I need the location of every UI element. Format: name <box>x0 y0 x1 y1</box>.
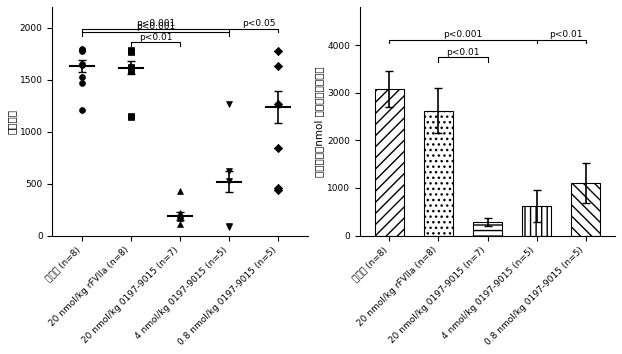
Bar <box>473 222 502 236</box>
Point <box>175 212 185 218</box>
Point <box>126 49 136 55</box>
Text: p<0.01: p<0.01 <box>139 33 172 42</box>
Text: p<0.001: p<0.001 <box>136 22 175 31</box>
Text: p<0.01: p<0.01 <box>549 30 583 39</box>
Point <box>77 61 87 67</box>
Point <box>77 80 87 86</box>
Point <box>224 223 234 229</box>
Point <box>126 114 136 120</box>
Text: p<0.01: p<0.01 <box>446 48 480 57</box>
Point <box>224 178 234 183</box>
Point <box>175 212 185 218</box>
Point <box>273 101 283 107</box>
Point <box>175 213 185 219</box>
Point <box>175 215 185 221</box>
Point <box>273 185 283 190</box>
Point <box>77 48 87 53</box>
Point <box>126 65 136 71</box>
Point <box>273 187 283 193</box>
Y-axis label: 血液損失（nmol のへモグロビン）: 血液損失（nmol のへモグロビン） <box>315 66 325 177</box>
Point <box>77 74 87 79</box>
Point <box>126 69 136 74</box>
Point <box>273 63 283 69</box>
Point <box>126 47 136 52</box>
Point <box>126 113 136 119</box>
Bar <box>522 206 551 236</box>
Bar <box>571 183 600 236</box>
Point <box>273 145 283 151</box>
Point <box>77 62 87 68</box>
Point <box>77 46 87 51</box>
Point <box>126 64 136 70</box>
Point <box>77 107 87 113</box>
Text: p<0.001: p<0.001 <box>136 19 175 28</box>
Point <box>175 188 185 194</box>
Point <box>175 221 185 227</box>
Point <box>77 47 87 52</box>
Point <box>126 48 136 53</box>
Point <box>224 169 234 174</box>
Text: p<0.001: p<0.001 <box>443 30 483 39</box>
Point <box>273 48 283 53</box>
Point <box>126 69 136 74</box>
Point <box>175 210 185 216</box>
Bar <box>424 111 453 236</box>
Point <box>224 101 234 107</box>
Text: p<0.05: p<0.05 <box>242 19 275 28</box>
Y-axis label: 出血時間: 出血時間 <box>7 109 17 134</box>
Point <box>224 224 234 230</box>
Bar <box>374 89 404 236</box>
